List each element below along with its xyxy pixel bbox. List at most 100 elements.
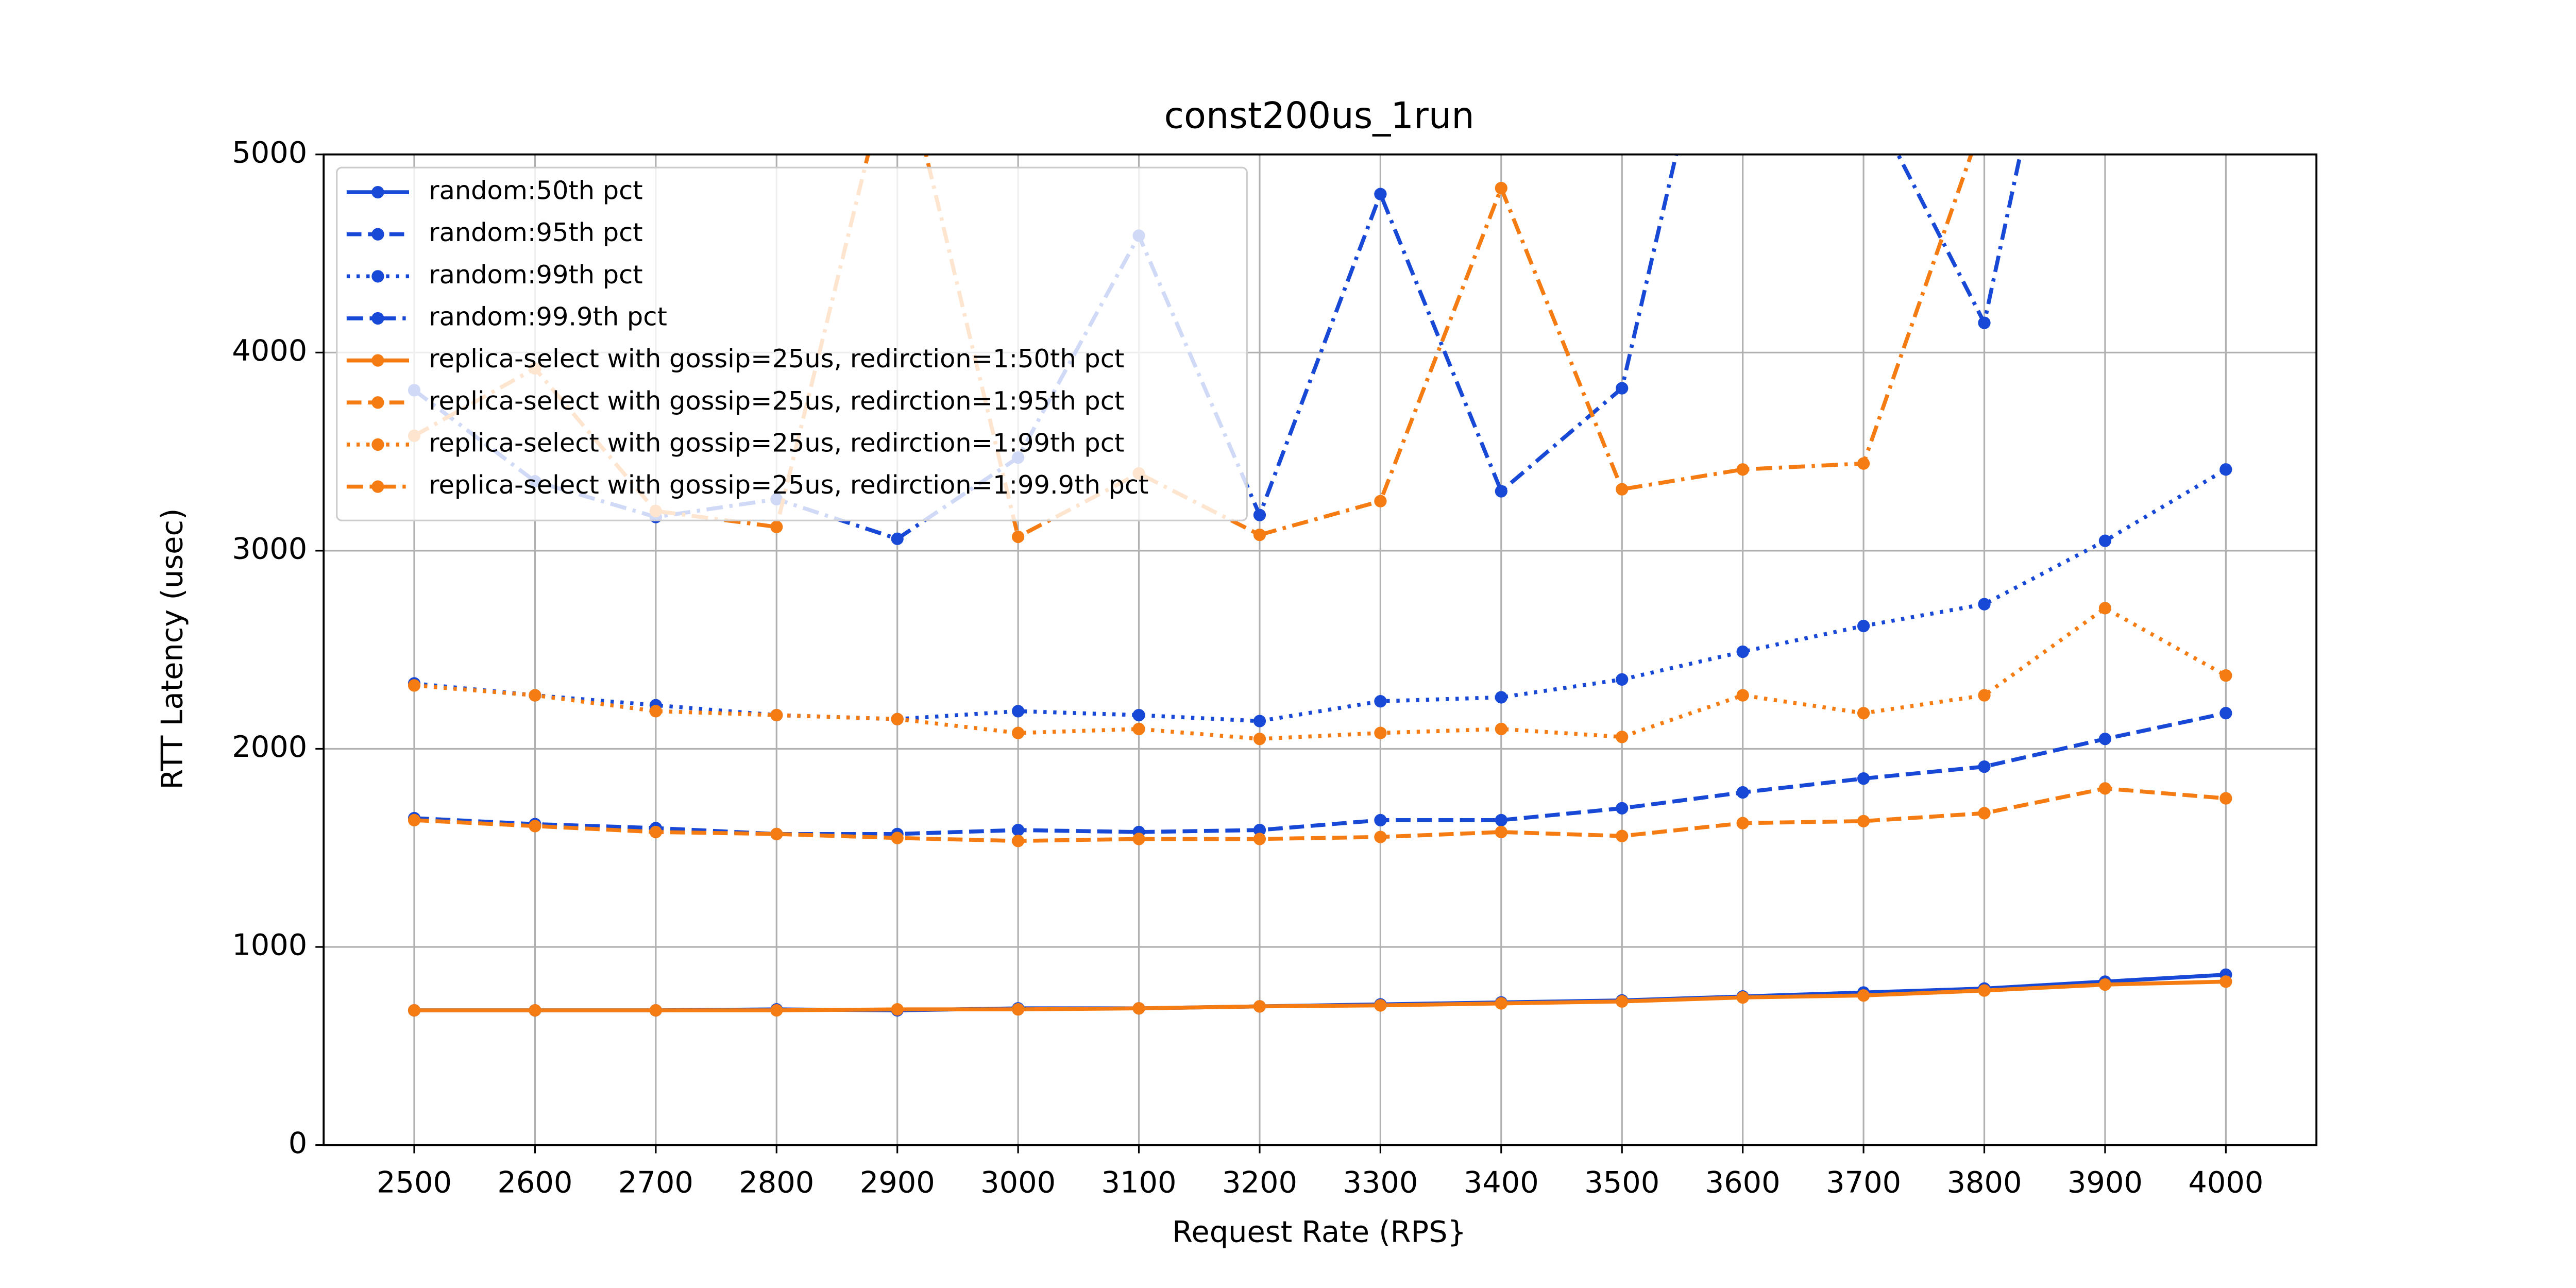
x-tick-label: 4000 (2188, 1165, 2263, 1200)
legend-label: replica-select with gossip=25us, redirct… (429, 344, 1124, 374)
x-tick-label: 2900 (860, 1165, 935, 1200)
x-tick-label: 3600 (1705, 1165, 1781, 1200)
data-point (1857, 619, 1870, 633)
data-point (2098, 733, 2112, 745)
data-point (891, 832, 904, 844)
legend-label: random:95th pct (429, 217, 642, 247)
data-point (1736, 817, 1749, 829)
data-point (1978, 598, 1991, 611)
legend-label: replica-select with gossip=25us, redirct… (429, 470, 1148, 500)
ticks: 2500 2600 2700 2800 2900 3000 3100 3200 3300 3400… (232, 135, 2263, 1199)
data-point (770, 1004, 783, 1017)
data-point (1857, 707, 1870, 720)
data-point (1253, 528, 1266, 541)
data-point (1495, 825, 1507, 839)
series-line (414, 467, 2227, 723)
data-point (1978, 689, 1991, 702)
x-tick-label: 2500 (377, 1165, 452, 1200)
data-point (2098, 602, 2112, 615)
x-tick-label: 3500 (1584, 1165, 1659, 1200)
data-point (2219, 669, 2232, 682)
data-point (1132, 833, 1145, 845)
data-point (1374, 831, 1387, 843)
data-point (1736, 991, 1749, 1004)
data-point (1857, 457, 1870, 470)
data-point (649, 1004, 662, 1017)
data-point (529, 1004, 541, 1017)
chart-title: const200us_1run (1164, 95, 1474, 137)
data-point (1616, 673, 1629, 686)
x-tick-label: 2600 (497, 1165, 572, 1200)
y-tick-label: 4000 (232, 333, 307, 368)
data-point (1978, 316, 1991, 329)
data-point (1736, 786, 1749, 799)
data-point (1012, 705, 1025, 718)
data-point (1616, 483, 1629, 496)
data-point (1978, 807, 1991, 820)
data-point (1132, 708, 1145, 722)
series-line (414, 786, 2226, 843)
data-point (1616, 731, 1629, 743)
data-point (1978, 760, 1991, 773)
data-point (1616, 382, 1629, 395)
data-point (2219, 463, 2232, 476)
legend-marker (371, 354, 384, 367)
data-point (1374, 495, 1387, 507)
series-line (414, 979, 2226, 1012)
data-point (1495, 814, 1507, 827)
data-point (1374, 695, 1387, 708)
data-point (1132, 1002, 1145, 1015)
data-point (1374, 999, 1387, 1012)
legend-label: random:99th pct (429, 260, 642, 290)
data-point (1253, 833, 1266, 845)
data-point (2098, 782, 2112, 795)
y-axis-label: RTT Latency (usec) (155, 509, 190, 790)
data-point (1736, 689, 1749, 702)
data-point (1736, 463, 1749, 476)
data-point (770, 708, 783, 722)
legend-marker (371, 438, 384, 451)
x-tick-label: 3200 (1222, 1165, 1297, 1200)
data-point (1253, 715, 1266, 727)
data-point (1857, 989, 1870, 1002)
data-point (1012, 823, 1025, 837)
y-tick-label: 1000 (232, 928, 307, 962)
y-tick-label: 5000 (232, 135, 307, 170)
x-tick-label: 3900 (2067, 1165, 2143, 1200)
data-point (1012, 1003, 1025, 1016)
legend-label: random:99.9th pct (429, 301, 667, 331)
legend-box (336, 166, 1248, 521)
x-tick-label: 3300 (1343, 1165, 1418, 1200)
legend-marker (371, 396, 384, 409)
data-point (1857, 815, 1870, 827)
data-point (891, 713, 904, 725)
x-tick-label: 2800 (739, 1165, 814, 1200)
data-point (1978, 984, 1991, 997)
data-point (2098, 978, 2112, 991)
data-point (770, 520, 783, 533)
y-tick-label: 3000 (232, 531, 307, 566)
legend-marker (371, 480, 384, 493)
data-point (2219, 792, 2232, 805)
x-tick-label: 3800 (1947, 1165, 2022, 1200)
x-axis-label: Request Rate (RPS} (1172, 1214, 1466, 1249)
data-point (408, 1004, 421, 1017)
data-point (1736, 645, 1749, 658)
data-point (1616, 995, 1629, 1008)
data-point (1495, 997, 1507, 1010)
x-tick-label: 3000 (980, 1165, 1056, 1200)
data-point (1012, 835, 1025, 848)
series-line (414, 605, 2227, 741)
data-point (2219, 707, 2232, 720)
data-point (2219, 975, 2232, 988)
data-point (1374, 814, 1387, 827)
data-point (1495, 691, 1507, 704)
data-point (1253, 1000, 1266, 1013)
x-tick-label: 3700 (1826, 1165, 1901, 1200)
data-point (1132, 722, 1145, 736)
data-point (529, 689, 541, 702)
data-point (1012, 726, 1025, 739)
x-tick-label: 3100 (1101, 1165, 1177, 1200)
data-point (408, 814, 421, 827)
